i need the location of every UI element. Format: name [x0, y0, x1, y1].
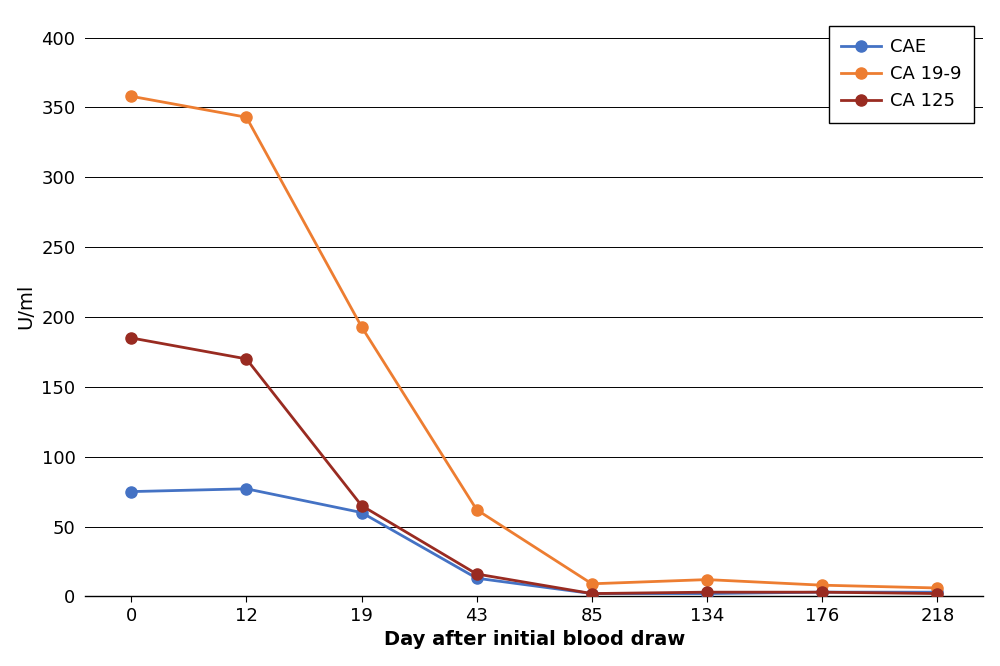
CAE	[701, 589, 713, 597]
CA 19-9	[701, 575, 713, 583]
CA 19-9	[356, 323, 368, 331]
CA 125	[701, 588, 713, 596]
CA 125	[240, 355, 252, 363]
CAE	[931, 588, 943, 596]
CA 19-9	[240, 113, 252, 121]
Line: CAE: CAE	[126, 484, 943, 599]
CA 19-9	[586, 580, 598, 588]
CA 125	[125, 334, 137, 342]
CA 125	[356, 501, 368, 509]
CA 19-9	[471, 505, 483, 513]
CA 125	[586, 589, 598, 597]
CAE	[356, 509, 368, 517]
Line: CA 19-9: CA 19-9	[126, 91, 943, 593]
CA 19-9	[816, 581, 828, 589]
CA 125	[816, 588, 828, 596]
Legend: CAE, CA 19-9, CA 125: CAE, CA 19-9, CA 125	[829, 26, 974, 123]
CAE	[125, 488, 137, 496]
CA 125	[931, 589, 943, 597]
X-axis label: Day after initial blood draw: Day after initial blood draw	[384, 630, 685, 649]
CAE	[240, 485, 252, 493]
Y-axis label: U/ml: U/ml	[17, 284, 36, 329]
CAE	[586, 589, 598, 597]
CA 125	[471, 570, 483, 578]
CA 19-9	[125, 93, 137, 101]
CAE	[816, 588, 828, 596]
CA 19-9	[931, 584, 943, 592]
CAE	[471, 574, 483, 582]
Line: CA 125: CA 125	[126, 332, 943, 599]
